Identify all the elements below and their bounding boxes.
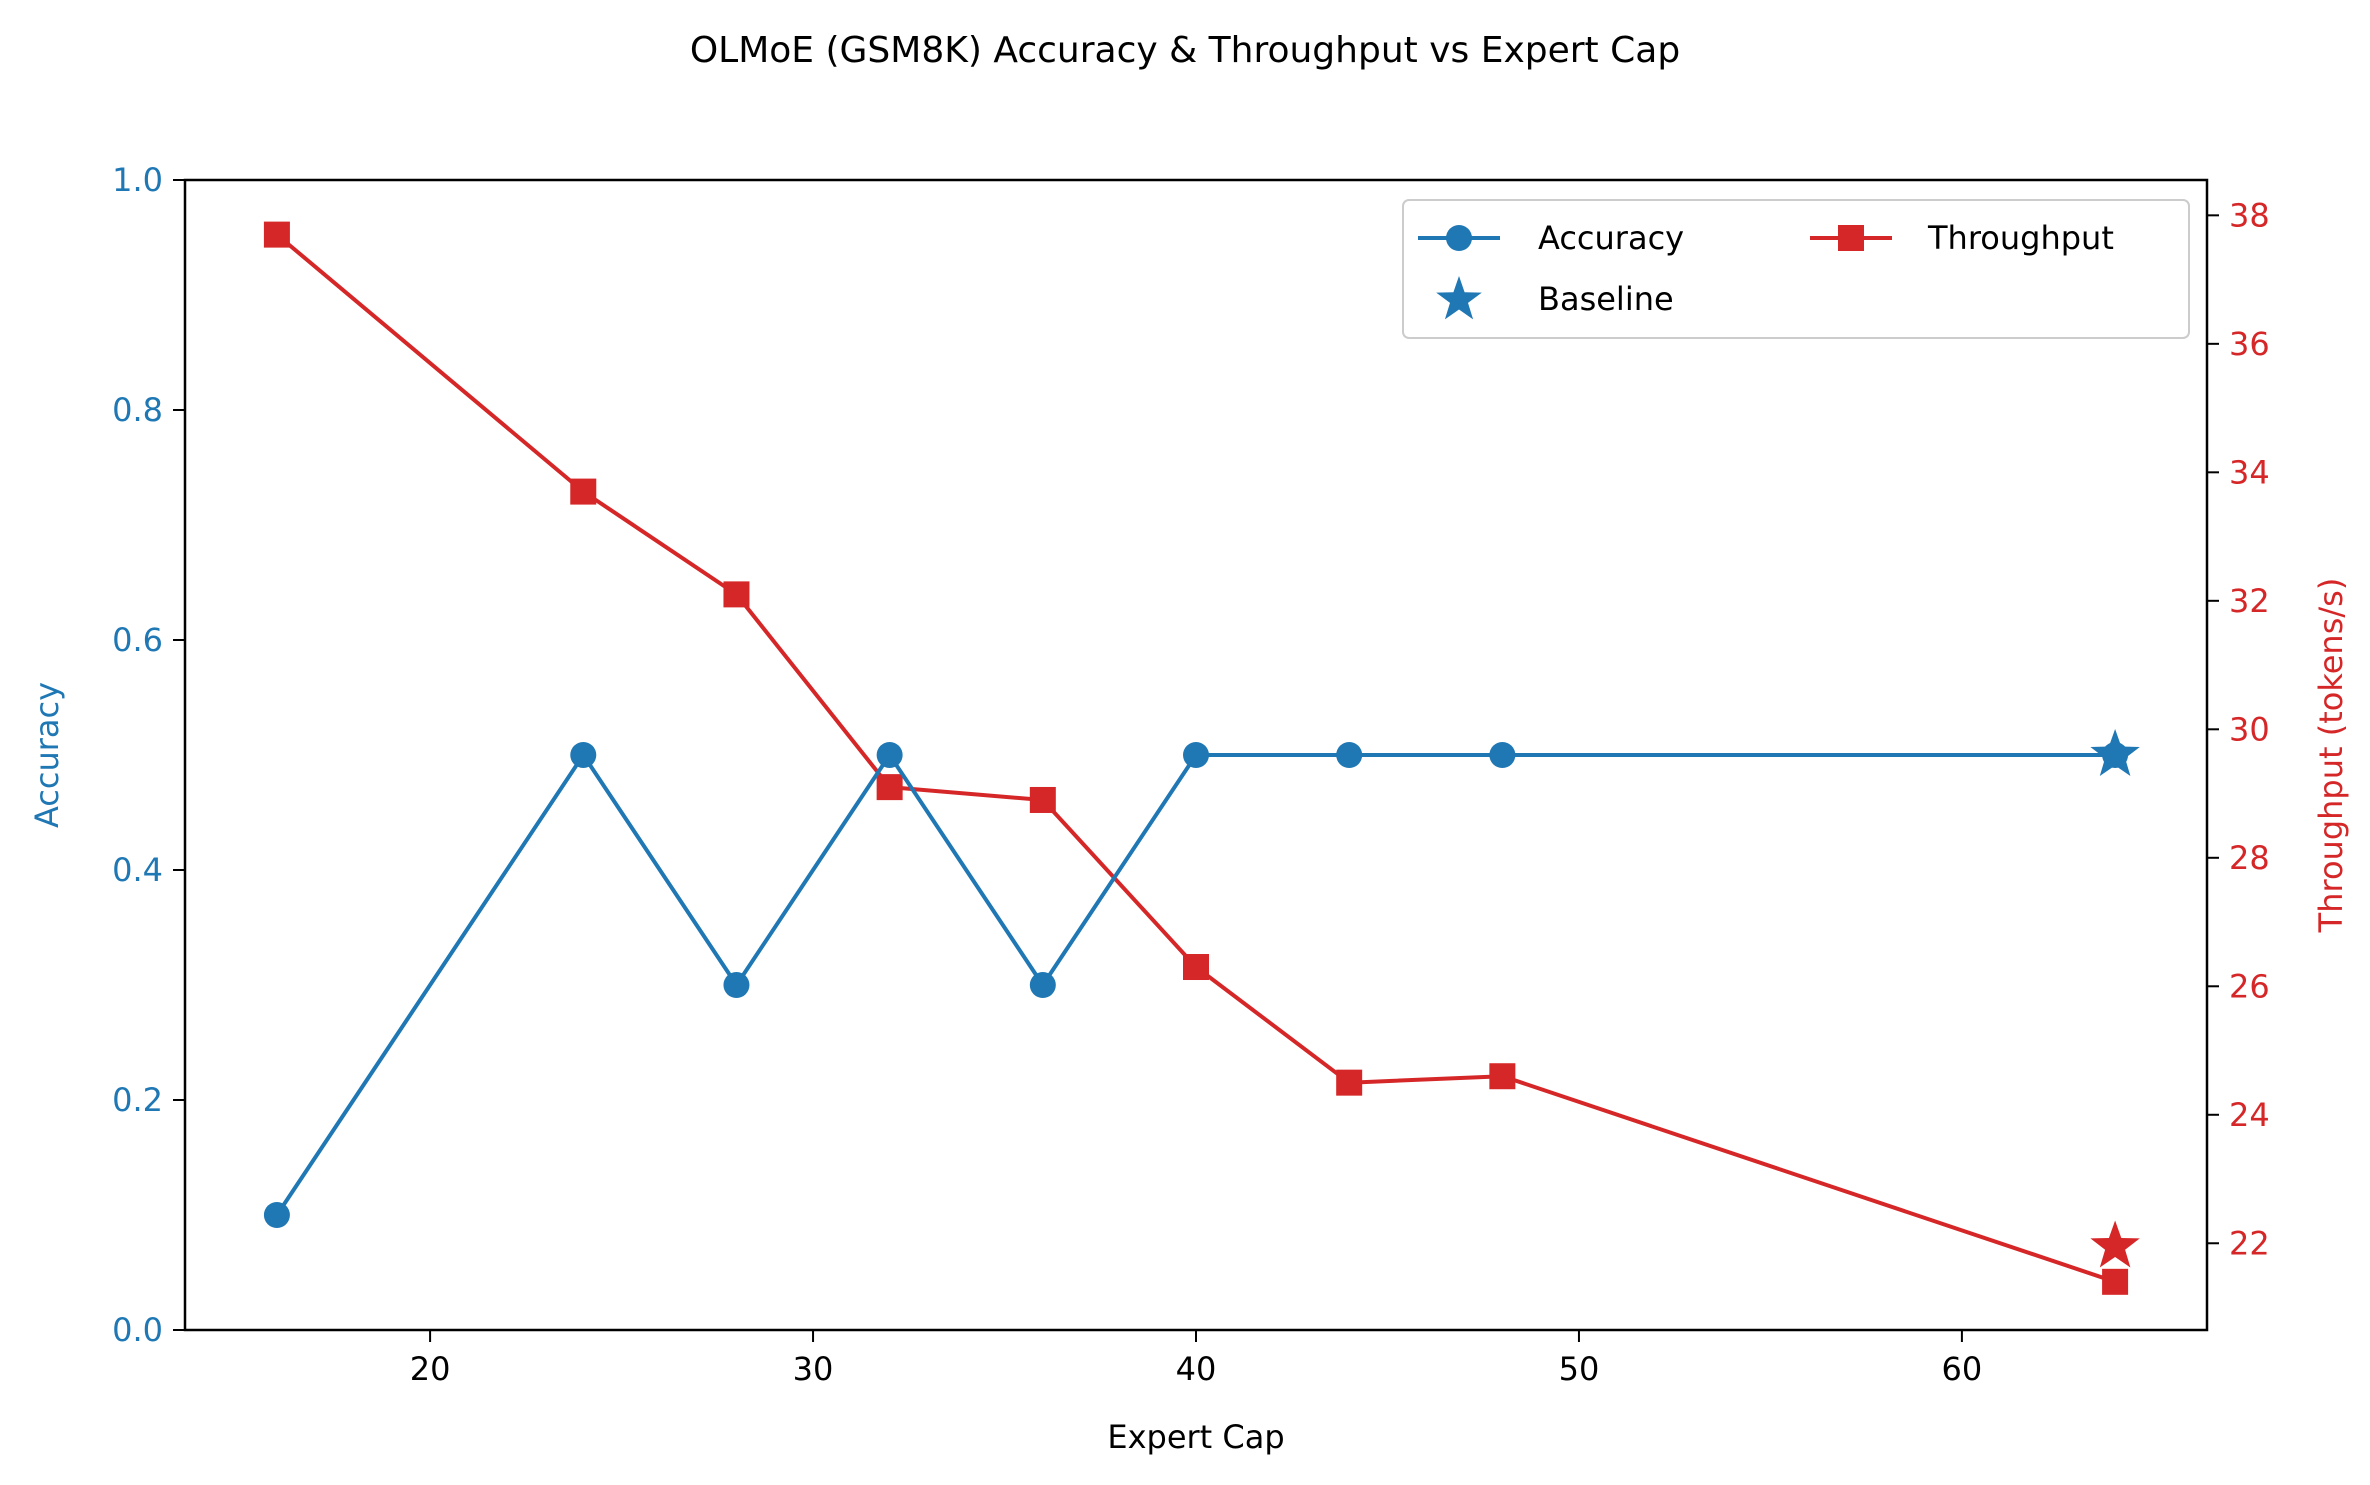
y-axis-right-label: Throughput (tokens/s) xyxy=(2312,578,2350,934)
throughput-point xyxy=(2102,1268,2129,1295)
y-right-tick-label: 30 xyxy=(2229,710,2270,748)
y-right-tick-label: 32 xyxy=(2229,582,2270,620)
legend-label-accuracy: Accuracy xyxy=(1538,219,1684,257)
throughput-point xyxy=(1489,1063,1516,1090)
y-right-tick-label: 38 xyxy=(2229,196,2270,234)
plot-frame xyxy=(183,178,2209,1332)
x-tick-label: 60 xyxy=(1942,1350,1983,1388)
accuracy-point xyxy=(263,1202,290,1228)
baseline-accuracy-star xyxy=(2090,729,2140,776)
throughput-point xyxy=(723,581,750,608)
y-right-tick-label: 24 xyxy=(2229,1096,2270,1134)
x-tick-label: 20 xyxy=(410,1350,451,1388)
legend-star-marker xyxy=(1436,276,1482,320)
throughput-point xyxy=(570,478,597,505)
legend-entry-accuracy: Accuracy xyxy=(1418,219,1684,257)
y-left-tick-label: 0.4 xyxy=(112,851,163,889)
accuracy-point xyxy=(1183,742,1209,768)
throughput-point xyxy=(263,221,290,248)
legend-entry-throughput: Throughput xyxy=(1810,219,2114,257)
accuracy-point xyxy=(1336,742,1363,768)
throughput-point xyxy=(876,774,903,801)
baseline-throughput-star xyxy=(2090,1220,2140,1268)
y-right-tick-label: 28 xyxy=(2229,839,2270,877)
y-left-tick-label: 1.0 xyxy=(112,161,163,199)
x-tick-label: 50 xyxy=(1559,1350,1600,1388)
y-left-tick-label: 0.6 xyxy=(112,621,163,659)
chart-title: OLMoE (GSM8K) Accuracy & Throughput vs E… xyxy=(690,30,1680,71)
y-left-tick-label: 0.2 xyxy=(112,1081,163,1119)
accuracy-point xyxy=(570,742,597,768)
y-left-tick-label: 0.8 xyxy=(112,391,163,429)
y-right-tick-label: 26 xyxy=(2229,967,2270,1005)
accuracy-point xyxy=(1029,972,1056,998)
legend-label-baseline: Baseline xyxy=(1538,280,1674,318)
y-right-tick-label: 34 xyxy=(2229,453,2270,491)
y-right-tick-label: 36 xyxy=(2229,325,2270,363)
legend-box xyxy=(1402,199,2190,339)
accuracy-point xyxy=(1489,742,1516,768)
x-axis-label: Expert Cap xyxy=(1107,1418,1284,1456)
y-left-tick-label: 0.0 xyxy=(112,1311,163,1349)
throughput-point xyxy=(1336,1069,1363,1096)
legend-entry-baseline: Baseline xyxy=(1436,276,1674,320)
x-tick-label: 40 xyxy=(1176,1350,1217,1388)
x-tick-label: 30 xyxy=(793,1350,834,1388)
legend-label-throughput: Throughput xyxy=(1927,219,2114,257)
accuracy-point xyxy=(723,972,750,998)
y-right-tick-label: 22 xyxy=(2229,1224,2270,1262)
throughput-point xyxy=(1029,786,1056,813)
plot-area: 20 30 40 50 60 0.0 0.2 0.4 0.6 0.8 1.0 22 24 26 28 30 32… xyxy=(112,161,2270,1388)
y-axis-left-label: Accuracy xyxy=(28,682,66,828)
accuracy-point xyxy=(876,742,903,768)
legend: Accuracy Baseline Throughput xyxy=(1402,199,2190,339)
throughput-point xyxy=(1183,954,1209,981)
